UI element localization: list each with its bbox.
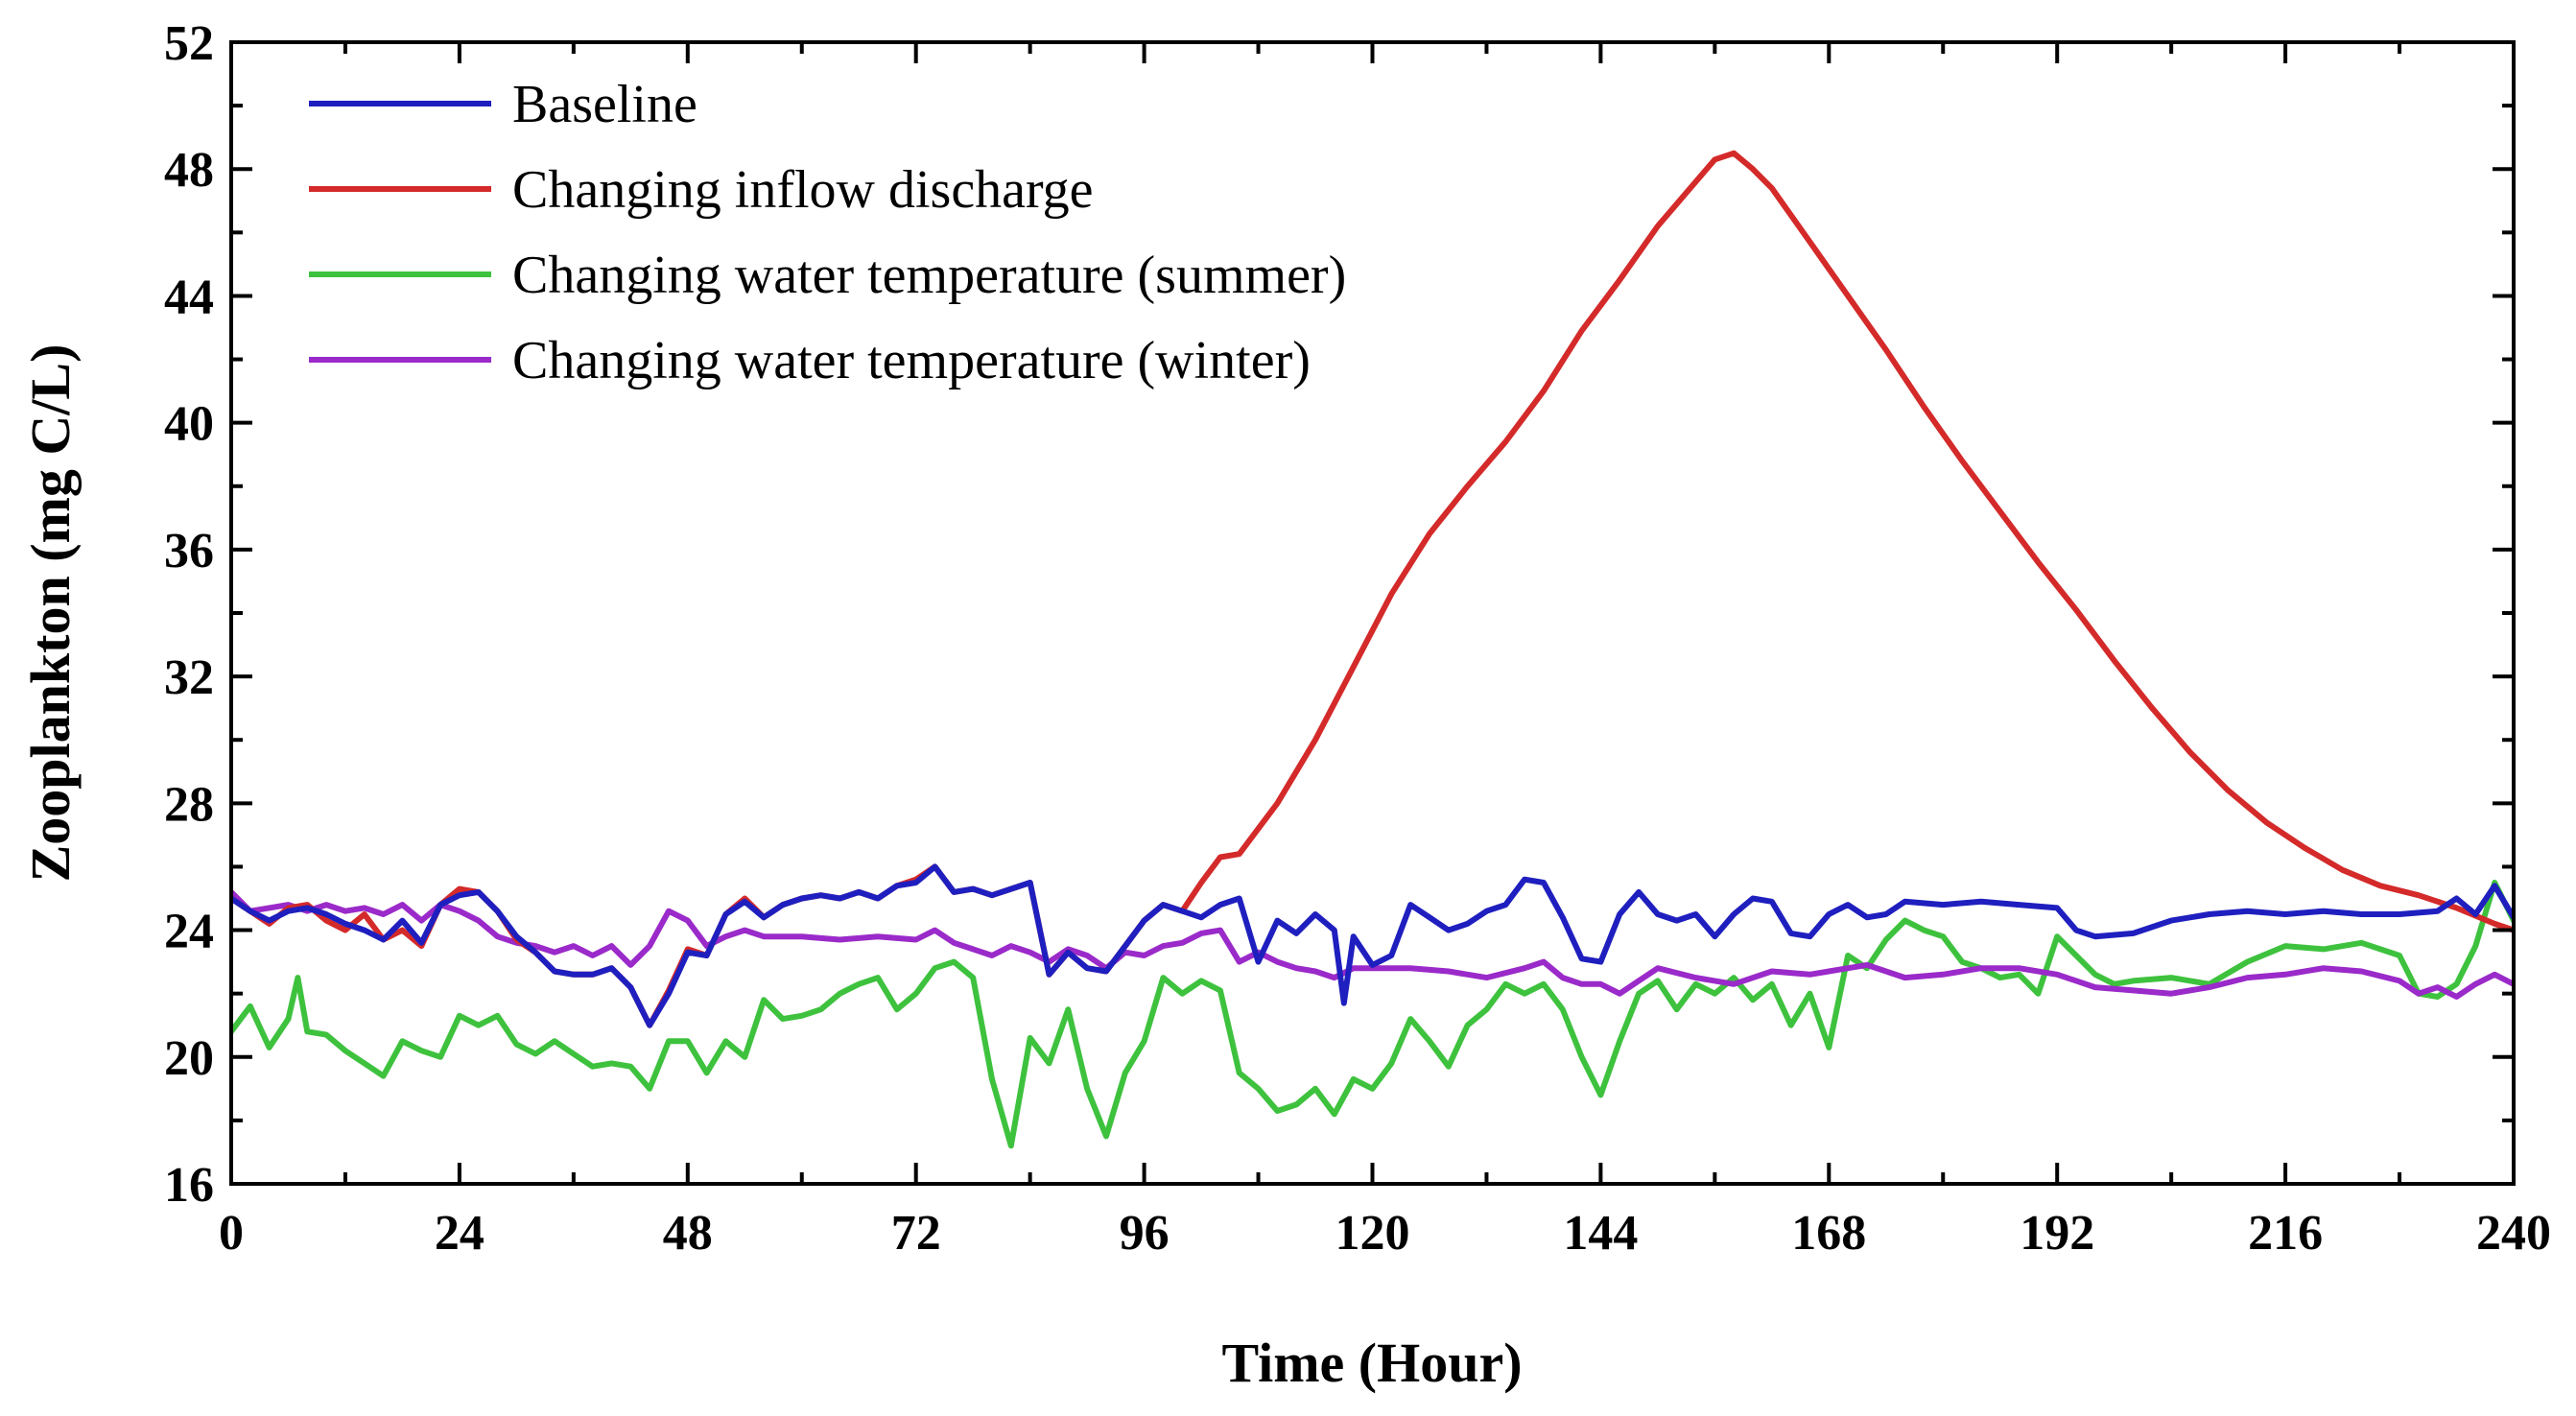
- series-line-baseline: [231, 863, 2514, 1028]
- y-tick-label: 24: [164, 905, 214, 959]
- y-tick-label: 16: [164, 1158, 214, 1213]
- x-tick-label: 72: [891, 1206, 941, 1261]
- y-tick-label: 32: [164, 650, 214, 705]
- x-tick-label: 120: [1335, 1206, 1410, 1261]
- y-tick-label: 28: [164, 777, 214, 832]
- x-tick-label: 48: [663, 1206, 713, 1261]
- tick-layer: 0 24 48 72 96 120 144 168 192 216 240 16 20 24 28 32 36 4…: [164, 16, 2551, 1261]
- legend-label-changing-water-temperature-winter: Changing water temperature (winter): [512, 331, 1311, 390]
- y-tick-label: 52: [164, 16, 214, 71]
- series-line-changing-water-temperature-summer: [231, 880, 2514, 1149]
- x-tick-label: 240: [2476, 1206, 2551, 1261]
- x-tick-label: 192: [2020, 1206, 2094, 1261]
- x-tick-label: 216: [2248, 1206, 2323, 1261]
- y-tick-label: 40: [164, 397, 214, 452]
- legend-label-changing-water-temperature-summer: Changing water temperature (summer): [512, 246, 1346, 305]
- series-layer: [231, 150, 2514, 1149]
- y-tick-label: 44: [164, 270, 214, 324]
- x-tick-label: 144: [1563, 1206, 1638, 1261]
- y-tick-label: 36: [164, 524, 214, 578]
- legend-label-baseline: Baseline: [512, 75, 697, 134]
- legend-label-changing-inflow-discharge: Changing inflow discharge: [512, 160, 1094, 220]
- series-line-changing-water-temperature-winter: [231, 888, 2514, 1000]
- x-tick-label: 96: [1120, 1206, 1170, 1261]
- y-tick-label: 48: [164, 143, 214, 198]
- y-axis-title: Zooplankton (mg C/L): [19, 344, 82, 883]
- x-tick-label: 24: [435, 1206, 484, 1261]
- x-axis-title: Time (Hour): [1221, 1332, 1522, 1394]
- legend: Baseline Changing inflow discharge Changin…: [309, 75, 1346, 390]
- y-tick-label: 20: [164, 1031, 214, 1086]
- x-tick-label: 168: [1791, 1206, 1866, 1261]
- x-tick-label: 0: [219, 1206, 244, 1261]
